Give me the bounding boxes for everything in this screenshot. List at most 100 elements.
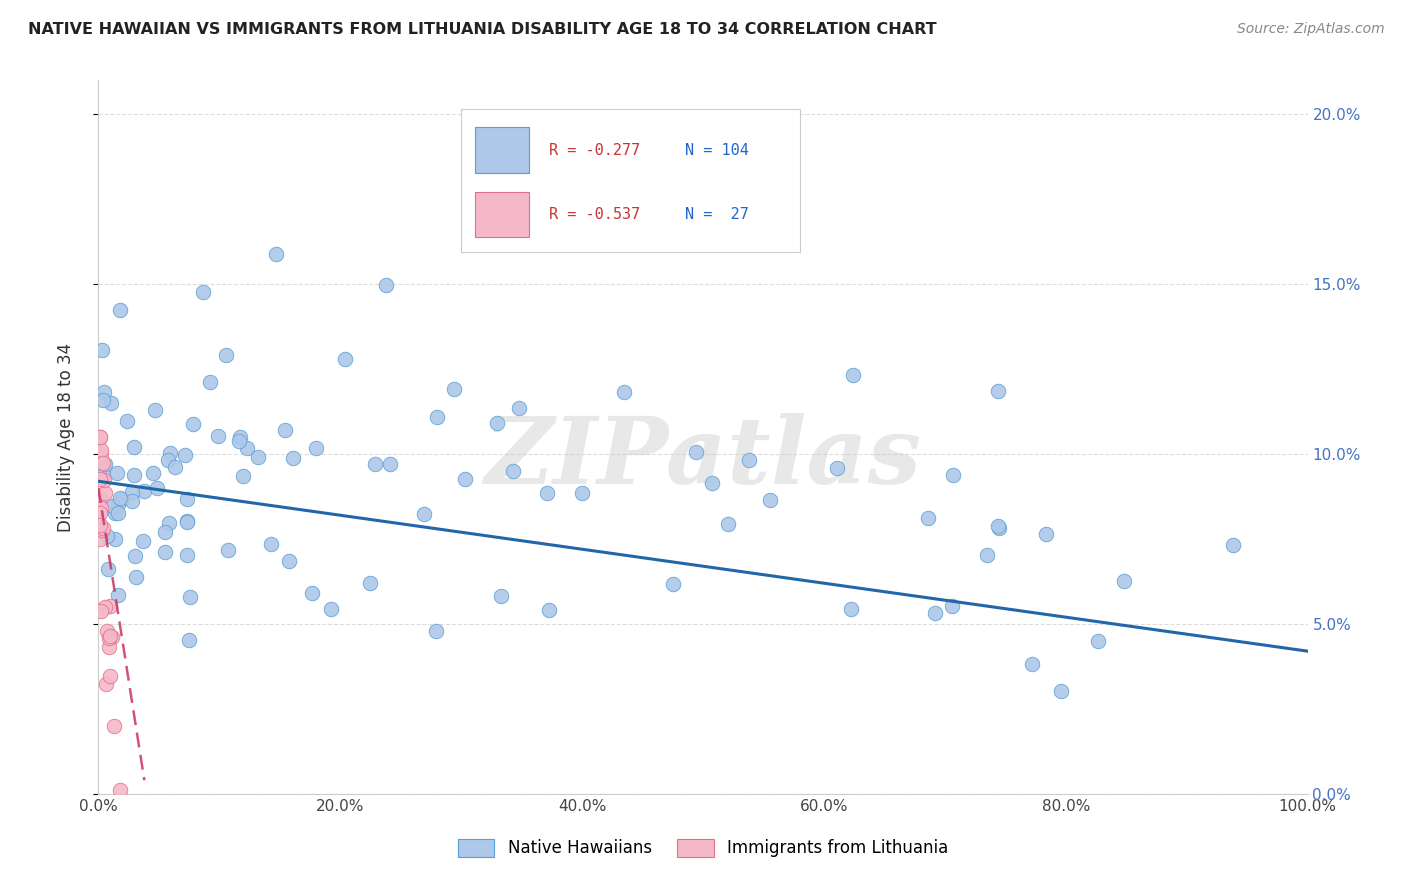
Point xyxy=(228,434,250,449)
Point xyxy=(146,481,169,495)
Point xyxy=(571,485,593,500)
Point xyxy=(717,516,740,531)
Point xyxy=(413,507,436,521)
Point xyxy=(90,500,112,515)
Point xyxy=(278,554,301,568)
Point xyxy=(976,548,998,562)
Point xyxy=(924,606,946,620)
Point xyxy=(89,518,111,533)
Point xyxy=(1035,526,1057,541)
Point xyxy=(502,464,524,478)
Point xyxy=(425,624,447,638)
Point xyxy=(89,430,111,444)
Point xyxy=(486,416,509,430)
Point xyxy=(107,588,129,602)
Point xyxy=(159,516,181,531)
Point xyxy=(108,491,131,505)
Point xyxy=(1049,684,1071,698)
Point xyxy=(738,453,761,467)
Point xyxy=(91,521,114,535)
Point xyxy=(153,525,176,540)
Point xyxy=(100,395,122,409)
Point xyxy=(93,473,115,487)
Point xyxy=(758,492,780,507)
Point xyxy=(177,632,200,647)
Point xyxy=(426,409,449,424)
Point xyxy=(364,457,387,471)
Point xyxy=(89,532,111,546)
Point xyxy=(1021,657,1043,672)
Point xyxy=(176,515,198,529)
Point xyxy=(105,466,128,480)
Y-axis label: Disability Age 18 to 34: Disability Age 18 to 34 xyxy=(56,343,75,532)
Point xyxy=(97,631,120,645)
Point xyxy=(266,246,288,260)
Point xyxy=(198,375,221,389)
Point xyxy=(121,484,143,499)
Point xyxy=(90,604,112,618)
Point xyxy=(97,562,120,576)
Point xyxy=(98,669,121,683)
Point xyxy=(193,285,215,299)
Point xyxy=(94,486,117,500)
Point xyxy=(181,417,204,431)
Point xyxy=(89,491,111,505)
Point xyxy=(1222,538,1244,552)
Point xyxy=(104,532,127,546)
Point xyxy=(281,451,304,466)
Point xyxy=(89,430,111,444)
Point xyxy=(179,590,201,604)
Point xyxy=(90,447,112,461)
Point xyxy=(443,383,465,397)
Point xyxy=(207,429,229,443)
Point xyxy=(122,467,145,482)
Point xyxy=(90,343,112,357)
Point xyxy=(301,586,323,600)
Point xyxy=(124,549,146,563)
Point xyxy=(107,497,129,511)
Point xyxy=(91,392,114,407)
Point xyxy=(841,601,863,615)
Text: ZIPatlas: ZIPatlas xyxy=(485,414,921,503)
Point xyxy=(108,303,131,318)
Point xyxy=(359,576,381,591)
Point xyxy=(96,529,118,543)
Point xyxy=(89,506,111,520)
Point xyxy=(236,441,259,455)
Point xyxy=(98,629,121,643)
Point xyxy=(125,570,148,584)
Point xyxy=(305,441,328,455)
Point xyxy=(122,440,145,454)
Point xyxy=(941,599,963,613)
Point xyxy=(215,348,238,362)
Point xyxy=(142,467,165,481)
Point xyxy=(94,457,117,471)
Point xyxy=(98,599,121,613)
Point xyxy=(453,472,475,486)
Point xyxy=(91,456,114,470)
Point xyxy=(988,521,1011,535)
Point xyxy=(702,475,724,490)
Point xyxy=(176,548,198,562)
Point xyxy=(661,577,683,591)
Point xyxy=(100,631,122,645)
Point xyxy=(104,506,127,520)
Point xyxy=(508,401,530,415)
Point xyxy=(378,458,401,472)
Point xyxy=(489,589,512,603)
Point xyxy=(131,533,153,548)
Point xyxy=(613,385,636,400)
Point xyxy=(153,545,176,559)
Text: Source: ZipAtlas.com: Source: ZipAtlas.com xyxy=(1237,22,1385,37)
Point xyxy=(917,511,939,525)
Text: NATIVE HAWAIIAN VS IMMIGRANTS FROM LITHUANIA DISABILITY AGE 18 TO 34 CORRELATION: NATIVE HAWAIIAN VS IMMIGRANTS FROM LITHU… xyxy=(28,22,936,37)
Point xyxy=(89,453,111,467)
Point xyxy=(90,523,112,537)
Point xyxy=(987,384,1010,398)
Point xyxy=(1087,633,1109,648)
Point xyxy=(143,403,166,417)
Point xyxy=(176,514,198,528)
Point xyxy=(375,278,398,293)
Point xyxy=(274,423,297,437)
Point xyxy=(174,448,197,462)
